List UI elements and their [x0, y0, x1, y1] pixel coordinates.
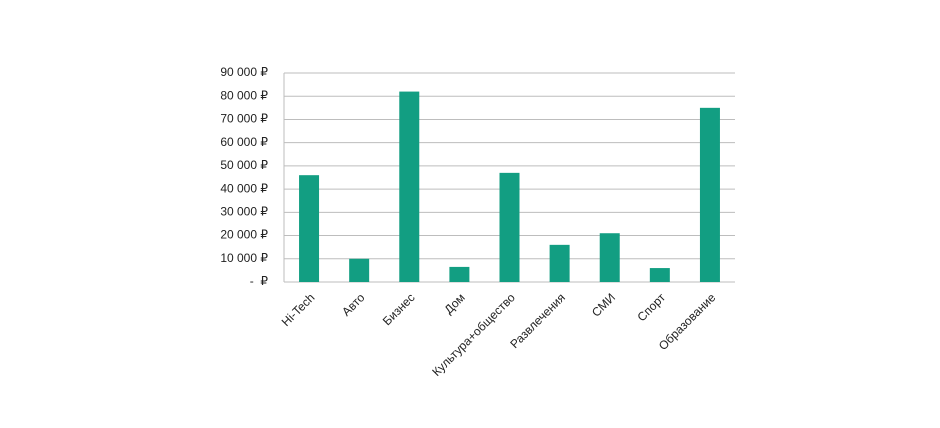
bar: [349, 258, 370, 282]
y-tick-label: 10 000 ₽: [220, 251, 268, 265]
x-tick-label: Дом: [441, 290, 467, 316]
y-tick-label: 40 000 ₽: [220, 181, 268, 195]
x-tick-label: СМИ: [589, 290, 618, 319]
y-tick-label: - ₽: [250, 274, 269, 288]
bar: [549, 244, 570, 282]
x-tick-label: Авто: [339, 290, 368, 319]
bar: [449, 266, 470, 282]
y-tick-label: 20 000 ₽: [220, 228, 268, 242]
x-tick-label: Бизнес: [380, 290, 418, 328]
x-tick-label: Hi-Tech: [279, 290, 318, 329]
y-tick-label: 30 000 ₽: [220, 205, 268, 219]
y-tick-label: 80 000 ₽: [220, 88, 268, 102]
bar: [699, 107, 720, 282]
y-tick-label: 90 000 ₽: [220, 65, 268, 79]
bar: [649, 268, 670, 282]
bar: [599, 233, 620, 282]
x-tick-label: Культура+общество: [429, 290, 518, 379]
y-tick-label: 50 000 ₽: [220, 158, 268, 172]
y-tick-label: 70 000 ₽: [220, 112, 268, 126]
x-tick-label: Спорт: [634, 290, 668, 324]
bar: [299, 175, 320, 282]
y-tick-label: 60 000 ₽: [220, 135, 268, 149]
bar: [399, 91, 420, 282]
bar: [499, 172, 520, 282]
